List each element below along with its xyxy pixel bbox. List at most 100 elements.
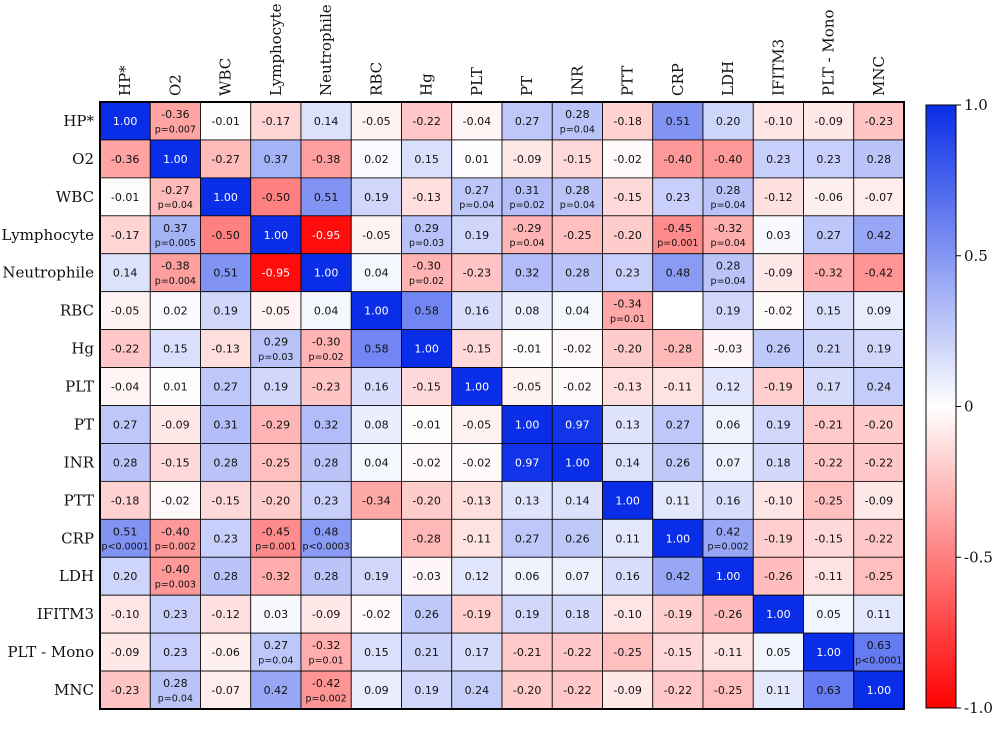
heatmap-cell (752, 177, 804, 217)
cell-value-label: 1.00 (816, 646, 841, 659)
column-label: MNC (870, 56, 888, 96)
heatmap-cell (350, 405, 402, 444)
cell-value-label: 0.19 (716, 305, 741, 318)
cell-value-label: -0.45 (262, 525, 290, 538)
cell-value-label: 0.02 (364, 153, 389, 166)
cell-value-label: -0.36 (161, 108, 189, 121)
heatmap-cell (602, 443, 654, 482)
heatmap-cell (702, 253, 754, 293)
heatmap-cell (602, 253, 654, 293)
cell-value-label: 0.51 (213, 267, 238, 280)
cell-value-label: -0.02 (764, 305, 792, 318)
cell-pvalue-label: p=0.04 (560, 124, 595, 135)
cell-value-label: 0.26 (414, 608, 439, 621)
heatmap-cell (652, 632, 704, 672)
heatmap-cell (752, 594, 804, 634)
heatmap-cell (250, 177, 302, 217)
heatmap-cell (250, 329, 302, 368)
heatmap-cell (602, 177, 654, 217)
cell-value-label: -0.21 (513, 646, 541, 659)
cell-value-label: 1.00 (364, 305, 389, 318)
colorbar-tick-label: -1.0 (964, 699, 993, 717)
cell-value-label: -0.30 (312, 336, 340, 349)
heatmap-cell (853, 632, 905, 672)
heatmap-cell (702, 215, 754, 255)
cell-value-label: -0.05 (463, 418, 491, 431)
cell-value-label: 0.14 (314, 115, 339, 128)
cell-value-label: 0.28 (716, 260, 741, 273)
cell-value-label: 0.63 (816, 684, 841, 697)
heatmap-cell (300, 556, 352, 596)
cell-value-label: 0.27 (816, 229, 841, 242)
cell-value-label: -0.22 (664, 684, 692, 697)
cell-value-label: 0.28 (163, 677, 188, 690)
heatmap-cell (451, 291, 503, 331)
cell-value-label: -0.03 (714, 343, 742, 356)
column-label: PT (518, 76, 536, 96)
heatmap-cell (853, 329, 905, 368)
heatmap-cell (853, 367, 905, 406)
cell-value-label: 0.15 (816, 305, 841, 318)
cell-pvalue-label: p=0.03 (409, 238, 444, 249)
cell-value-label: 0.05 (766, 646, 791, 659)
cell-value-label: 0.16 (716, 494, 741, 507)
heatmap-cell (350, 670, 402, 710)
cell-value-label: -0.15 (613, 191, 641, 204)
cell-value-label: 0.51 (113, 525, 138, 538)
cell-value-label: 0.23 (615, 267, 640, 280)
cell-value-label: 0.16 (465, 305, 490, 318)
heatmap-frame (99, 101, 905, 710)
heatmap-cell (602, 215, 654, 255)
heatmap-cell (350, 139, 402, 179)
cell-value-label: 0.23 (816, 153, 841, 166)
cell-value-label: 0.16 (364, 381, 389, 394)
cell-value-label: 0.03 (264, 608, 289, 621)
heatmap-cell (350, 518, 402, 558)
cell-value-label: 0.07 (565, 570, 590, 583)
column-label: Hg (418, 73, 436, 96)
cell-value-label: -0.15 (814, 532, 842, 545)
heatmap-cell (551, 594, 603, 634)
heatmap-cell (602, 518, 654, 558)
heatmap-cell (300, 139, 352, 179)
cell-value-label: -0.29 (513, 222, 541, 235)
colorbar-tick-label: 1.0 (964, 96, 988, 114)
heatmap-cell (602, 139, 654, 179)
cell-value-label: 0.15 (163, 343, 188, 356)
column-label: HP* (116, 65, 134, 96)
cell-value-label: 1.00 (314, 267, 339, 280)
cell-value-label: 1.00 (666, 532, 691, 545)
heatmap-cell (551, 367, 603, 406)
heatmap-cell (300, 177, 352, 217)
cell-value-label: -0.09 (161, 418, 189, 431)
column-label: WBC (217, 58, 235, 96)
heatmap-cell (149, 632, 201, 672)
cell-value-label: -0.22 (111, 343, 139, 356)
cell-value-label: 0.18 (565, 608, 590, 621)
heatmap-cell (99, 556, 151, 596)
cell-value-label: 0.48 (666, 267, 691, 280)
cell-value-label: 0.13 (615, 418, 640, 431)
cell-value-label: -0.18 (111, 494, 139, 507)
heatmap-cell (803, 518, 855, 558)
cell-value-label: 0.06 (515, 570, 540, 583)
heatmap-cell (501, 253, 553, 293)
cell-pvalue-label: p=0.01 (610, 314, 645, 325)
cell-pvalue-label: p=0.02 (309, 352, 344, 363)
heatmap-cell (551, 253, 603, 293)
cell-value-label: -0.95 (312, 229, 340, 242)
cell-value-label: -0.19 (764, 532, 792, 545)
cell-value-label: 0.32 (314, 418, 339, 431)
cell-value-label: 0.19 (264, 381, 289, 394)
cell-value-label: 0.58 (364, 343, 389, 356)
cell-value-label: 0.23 (163, 646, 188, 659)
cell-value-label: -0.32 (312, 639, 340, 652)
cell-value-label: 0.14 (565, 494, 590, 507)
cell-value-label: 0.29 (414, 222, 439, 235)
heatmap-cell (602, 405, 654, 444)
row-label: Hg (71, 340, 94, 358)
cell-pvalue-label: p=0.04 (258, 655, 293, 666)
cell-value-label: 0.42 (264, 684, 289, 697)
cell-pvalue-label: p=0.03 (258, 352, 293, 363)
cell-value-label: -0.40 (161, 563, 189, 576)
